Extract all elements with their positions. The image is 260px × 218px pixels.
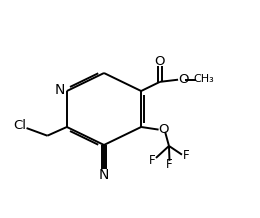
Text: CH₃: CH₃ (194, 74, 214, 84)
Text: O: O (155, 55, 165, 68)
Text: F: F (183, 149, 190, 162)
Text: F: F (166, 158, 173, 171)
Text: N: N (99, 168, 109, 182)
Text: O: O (158, 123, 168, 136)
Text: F: F (149, 154, 155, 167)
Text: N: N (54, 83, 65, 97)
Text: O: O (178, 73, 189, 85)
Text: Cl: Cl (14, 119, 27, 132)
